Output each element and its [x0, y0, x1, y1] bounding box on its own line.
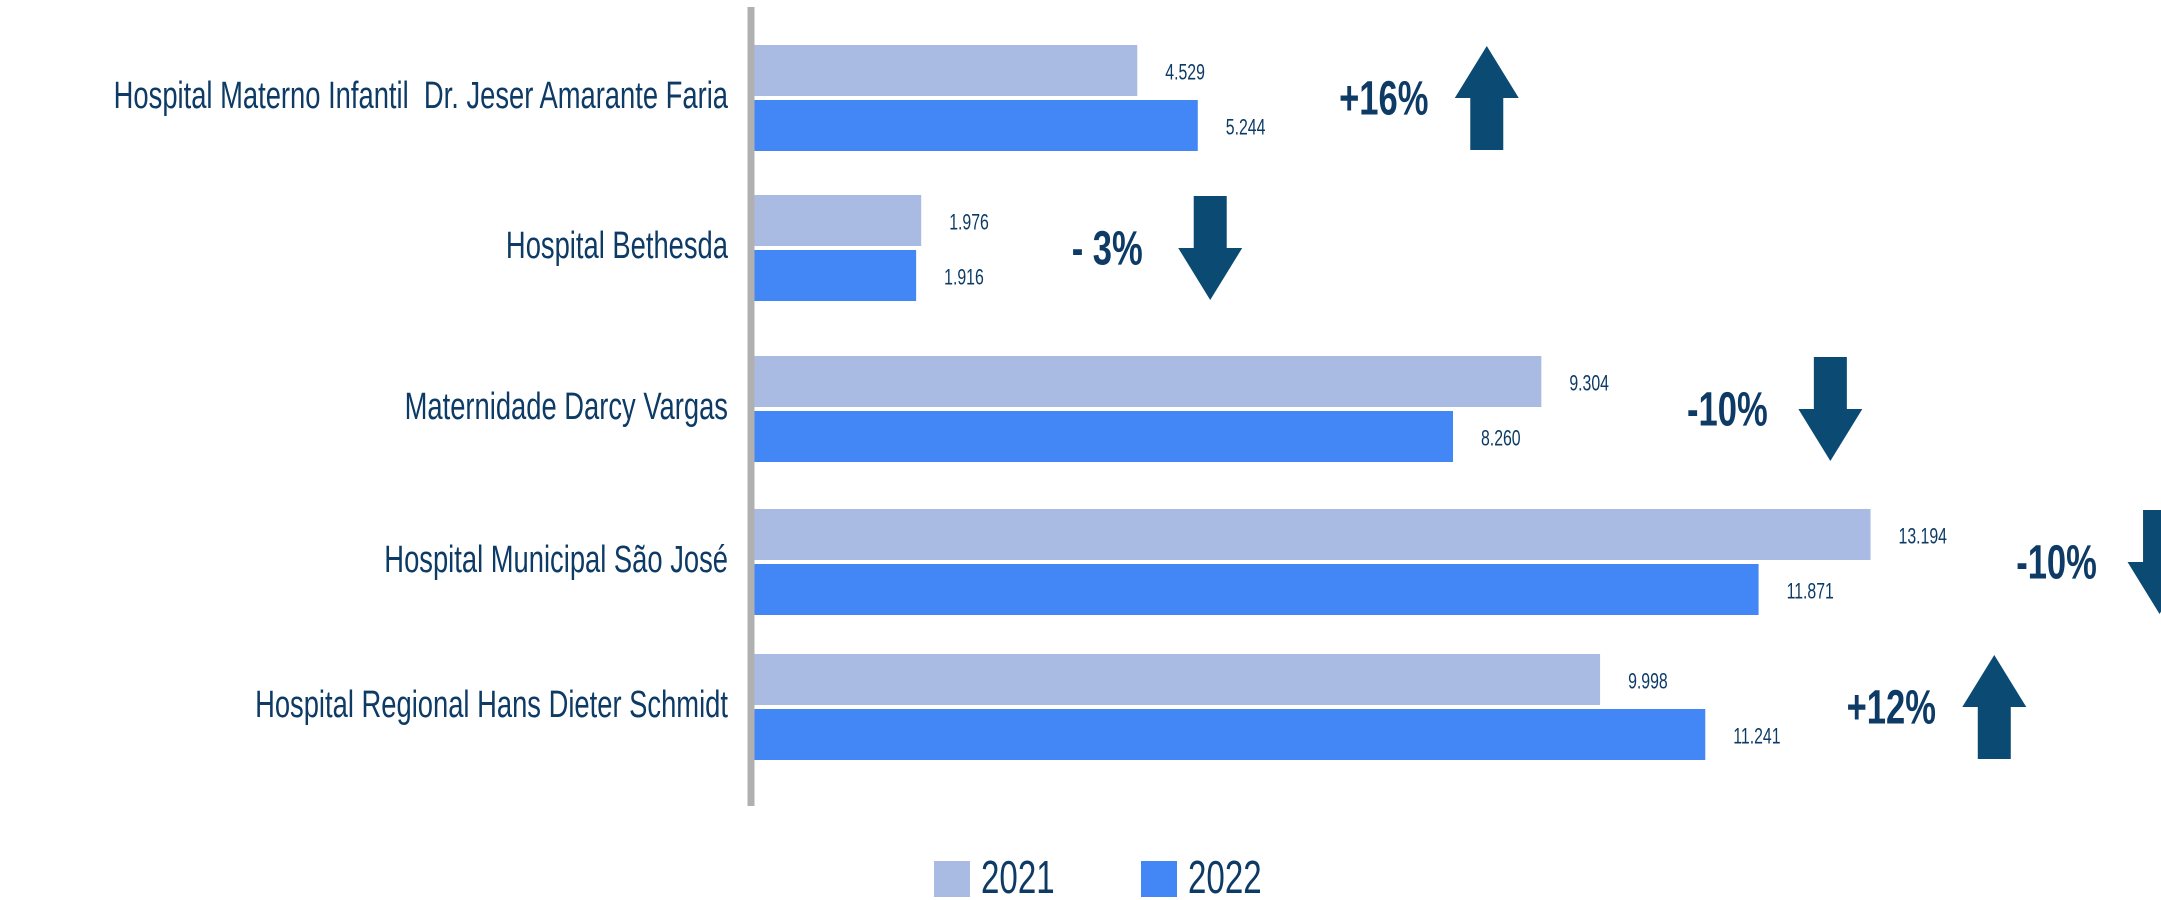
category-label: Hospital Municipal São José — [384, 539, 728, 581]
value-label: 5.244 — [1226, 116, 1266, 140]
value-label: 9.998 — [1628, 670, 1668, 694]
annotation: +16% — [1339, 71, 1428, 125]
category-label: Maternidade Darcy Vargas — [405, 386, 728, 428]
value-label: 13.194 — [1899, 525, 1948, 549]
bar — [754, 250, 917, 301]
value-label: 4.529 — [1165, 61, 1205, 85]
category-label: Hospital Materno Infantil Dr. Jeser Amar… — [114, 75, 729, 117]
legend-label: 2021 — [981, 853, 1055, 900]
bar — [754, 356, 1542, 407]
arrow-up — [1454, 46, 1519, 150]
value-label: 1.916 — [944, 266, 984, 290]
value-label: 8.260 — [1481, 427, 1521, 451]
value-label: 9.304 — [1569, 372, 1609, 396]
arrow-down — [2127, 510, 2161, 614]
category-label: Hospital Bethesda — [506, 225, 729, 267]
arrow-down — [1798, 357, 1863, 461]
value-label: 11.241 — [1733, 725, 1780, 749]
arrow-down — [1178, 196, 1243, 300]
category-label: Hospital Regional Hans Dieter Schmidt — [255, 684, 728, 726]
legend-label: 2022 — [1188, 853, 1262, 900]
bar — [754, 411, 1454, 462]
bar — [754, 509, 1871, 560]
bar — [754, 709, 1706, 760]
value-label: 11.871 — [1787, 580, 1834, 604]
annotation: - 3% — [1072, 221, 1143, 275]
bar — [754, 564, 1759, 615]
annotation: -10% — [1687, 382, 1768, 436]
bar — [754, 654, 1601, 705]
bar — [754, 45, 1138, 96]
value-label: 1.976 — [949, 211, 989, 235]
bar — [754, 100, 1198, 151]
legend-swatch — [934, 861, 970, 897]
legend-swatch — [1141, 861, 1177, 897]
annotation: -10% — [2016, 535, 2097, 589]
annotation: +12% — [1847, 680, 1936, 734]
bar — [754, 195, 922, 246]
arrow-up — [1962, 655, 2027, 759]
